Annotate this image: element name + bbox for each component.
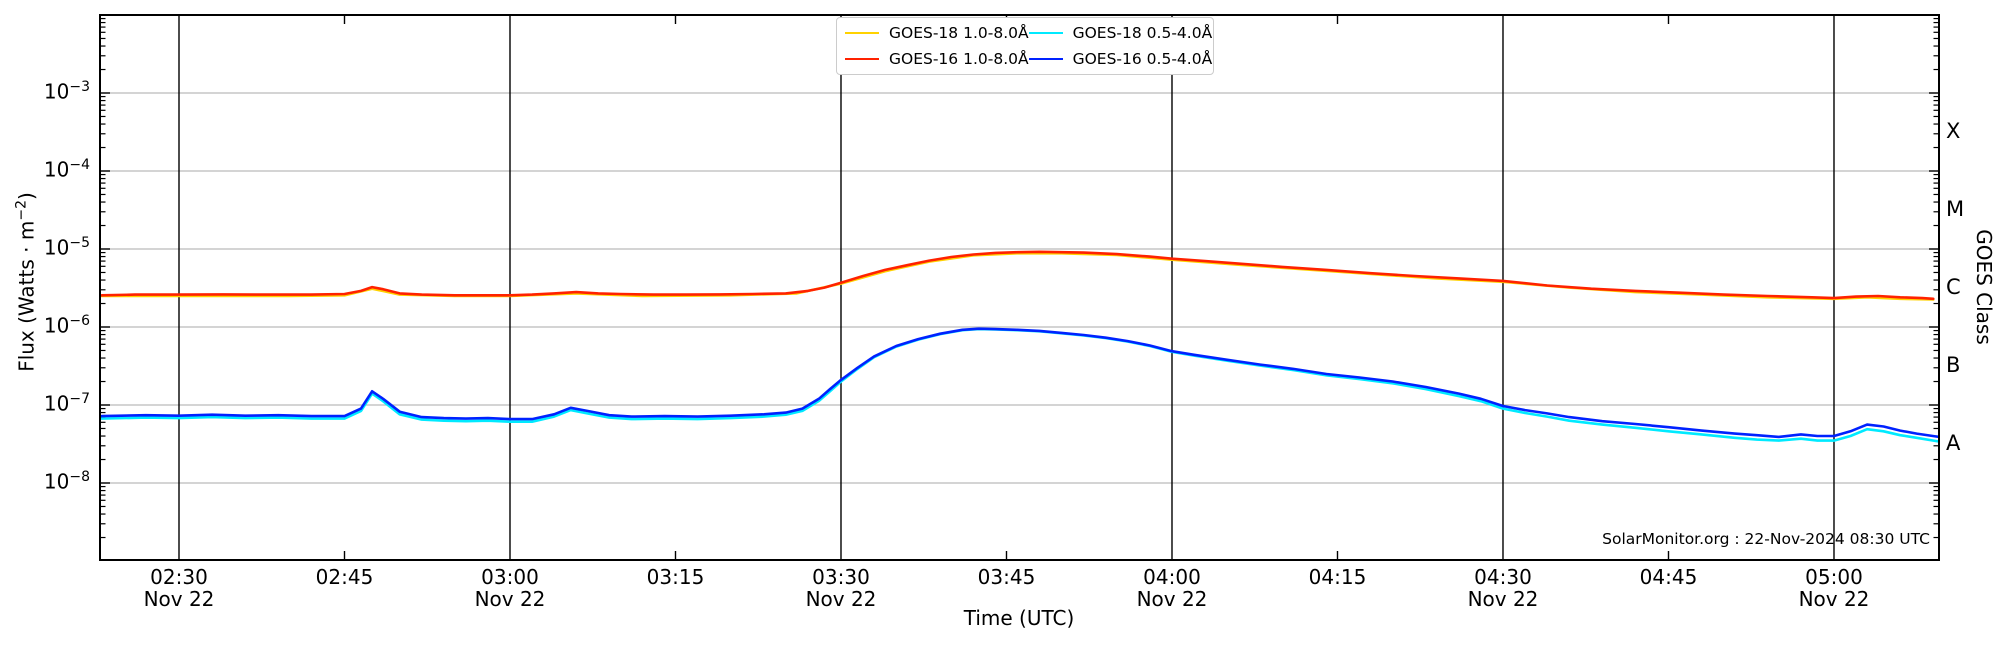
x-date-sublabel: Nov 22: [474, 587, 546, 611]
legend-entry-goes18-long: GOES-18 1.0-8.0Å: [845, 24, 1029, 42]
legend-entry-goes18-short: GOES-18 0.5-4.0Å: [1028, 24, 1213, 42]
y-tick-label: 10−7: [43, 391, 90, 416]
goes-class-letter-m: M: [1946, 197, 1965, 221]
x-tick-label: 03:30: [812, 565, 870, 589]
legend: GOES-18 1.0-8.0Å GOES-16 1.0-8.0Å GOES-1…: [836, 17, 1214, 75]
x-tick-label: 05:00: [1805, 565, 1863, 589]
goes-class-letter-c: C: [1946, 275, 1961, 299]
legend-entry-goes16-long: GOES-16 1.0-8.0Å: [845, 50, 1029, 68]
goes-class-letter-b: B: [1946, 353, 1961, 377]
x-date-sublabel: Nov 22: [1467, 587, 1539, 611]
legend-label: GOES-16 1.0-8.0Å: [889, 50, 1029, 68]
y-tick-label: 10−6: [43, 313, 90, 338]
x-tick-label: 04:45: [1639, 565, 1698, 589]
x-tick-label: 02:45: [315, 565, 374, 589]
x-tick-label: 03:00: [481, 565, 539, 589]
legend-label: GOES-18 1.0-8.0Å: [889, 24, 1029, 42]
goes-class-letter-a: A: [1946, 431, 1961, 455]
legend-label: GOES-18 0.5-4.0Å: [1072, 24, 1213, 42]
y-tick-label: 10−3: [43, 79, 90, 104]
goes16-long-line-swatch: [845, 58, 879, 60]
goes18-short-line-swatch: [1028, 32, 1063, 34]
goes-class-letter-x: X: [1946, 119, 1961, 143]
y-tick-label: 10−4: [43, 157, 90, 182]
legend-entry-goes16-short: GOES-16 0.5-4.0Å: [1028, 50, 1213, 68]
series-goes-18-0-5-4-0-: [100, 327, 1939, 443]
x-date-sublabel: Nov 22: [805, 587, 877, 611]
solarmonitor-credit: SolarMonitor.org : 22-Nov-2024 08:30 UTC: [1602, 530, 1930, 548]
x-axis-title: Time (UTC): [963, 606, 1075, 630]
x-tick-label: 03:45: [977, 565, 1036, 589]
x-date-sublabel: Nov 22: [143, 587, 215, 611]
x-tick-label: 04:00: [1143, 565, 1201, 589]
y-tick-label: 10−5: [43, 235, 90, 260]
x-tick-label: 04:30: [1474, 565, 1532, 589]
y-axis-title: Flux (Watts · m−2): [13, 192, 39, 372]
x-tick-label: 02:30: [150, 565, 208, 589]
series-goes-16-1-0-8-0-: [100, 250, 1935, 301]
x-date-sublabel: Nov 22: [1136, 587, 1208, 611]
series-goes-16-0-5-4-0-: [100, 327, 1939, 439]
goes18-long-line-swatch: [845, 32, 879, 34]
y-tick-label: 10−8: [43, 469, 90, 494]
x-tick-label: 04:15: [1308, 565, 1367, 589]
legend-label: GOES-16 0.5-4.0Å: [1072, 50, 1213, 68]
right-y-axis-title: GOES Class: [1972, 229, 1996, 345]
x-date-sublabel: Nov 22: [1798, 587, 1870, 611]
goes16-short-line-swatch: [1028, 58, 1063, 60]
x-tick-label: 03:15: [646, 565, 705, 589]
